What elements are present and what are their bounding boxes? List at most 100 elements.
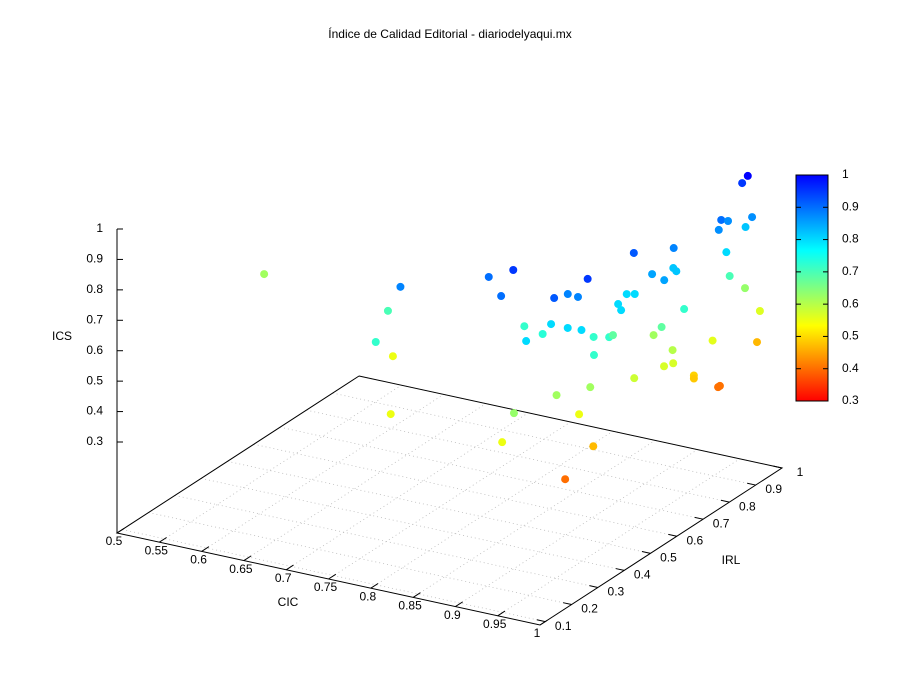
point [575,410,584,419]
grid-line [253,443,677,537]
point [714,225,723,234]
point [722,248,731,257]
point [547,320,556,329]
point [630,374,639,383]
x-tick-label: 0.75 [314,580,338,594]
point [550,294,559,303]
point [630,290,639,299]
point [724,216,733,225]
y-tick [773,465,783,469]
point [583,274,592,283]
point [748,213,757,222]
x-tick-label: 0.8 [359,589,376,603]
x-tick-label: 0.6 [190,553,207,567]
point [680,305,689,314]
point [484,272,493,281]
grid-line [148,512,572,605]
chart-title: Índice de Calidad Editorial - diariodely… [328,26,571,41]
point [629,248,638,257]
colorbar-tick-label: 0.4 [842,361,859,375]
x-tick [497,610,506,617]
y-tick [589,585,598,588]
point [396,282,405,291]
point [522,337,531,346]
grid-line [201,478,625,571]
x-tick-label: 0.9 [444,608,461,622]
y-tick [668,533,677,537]
x-tick [159,537,167,543]
colorbar-tick-label: 0.5 [842,329,859,343]
x-tick [412,592,421,598]
point [660,276,669,285]
point [725,272,734,281]
grid-line [455,449,698,607]
y-tick [562,602,572,606]
x-tick [370,583,379,589]
x-tick-label: 0.95 [483,617,507,631]
colorbar-tick-label: 0.3 [842,393,859,407]
z-tick-label: 0.9 [86,252,103,266]
z-tick-label: 0.6 [86,343,103,357]
point [520,322,529,331]
point [614,300,623,309]
y-tick-label: 1 [797,465,804,479]
y-tick-label: 0.3 [608,585,625,599]
point [622,290,631,299]
z-tick-label: 0.8 [86,282,103,296]
grid-line [280,426,704,520]
point [509,266,518,275]
z-tick-label: 0.7 [86,312,103,326]
point [755,307,764,316]
x-axis-label: CIC [278,595,299,609]
point [708,336,717,345]
point [672,267,681,276]
y-tick [747,482,756,486]
colorbar [795,174,829,402]
point [573,292,582,301]
y-tick-label: 0.6 [686,533,703,547]
y-axis-label: IRL [722,553,741,567]
point [589,442,598,451]
grid-line [306,409,730,503]
point [657,323,666,332]
z-tick-label: 0.5 [86,373,103,387]
x-tick [285,564,294,571]
x-tick-label: 0.7 [275,571,292,585]
point [648,270,657,279]
point [668,346,677,355]
point [371,337,380,346]
z-axis-label: ICS [52,329,72,343]
point [383,306,392,315]
point [715,381,724,390]
y-tick [720,499,730,503]
x-tick [539,619,548,626]
z-tick-label: 0.3 [86,434,103,448]
point [608,331,617,340]
point [717,215,726,224]
point [689,374,698,383]
y-tick-label: 0.7 [713,516,730,530]
x-tick [328,573,337,580]
grid-line [412,440,656,598]
point [552,391,561,400]
point [563,290,572,299]
x-tick [201,546,210,552]
x-tick-label: 0.65 [229,562,253,576]
x-tick-label: 0.55 [145,543,169,557]
point [741,223,750,232]
point [386,410,395,419]
point [669,359,678,368]
x-tick-label: 0.85 [398,599,422,613]
grid-line [370,430,614,589]
y-tick-label: 0.9 [765,482,782,496]
point [586,383,595,392]
z-tick-label: 0.4 [86,404,103,418]
point [660,362,669,371]
grid-line [159,384,402,543]
y-tick-label: 0.5 [660,550,677,564]
x-tick [455,601,463,608]
point [589,351,598,360]
grid-line [497,458,740,617]
grid-line [201,394,444,552]
